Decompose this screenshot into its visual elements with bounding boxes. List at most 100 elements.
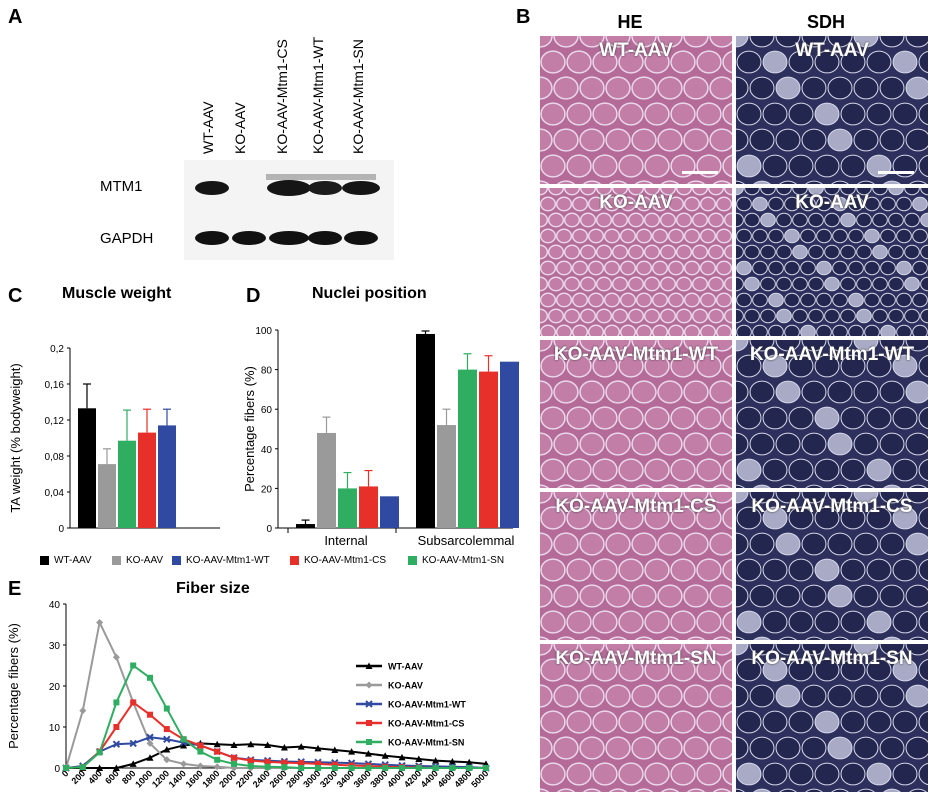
data-point [281, 759, 288, 766]
data-point [130, 699, 137, 706]
muscle-weight-chart: 0 0,04 0,08 0,12 0,16 0,2 TA weight (% bodywei… [8, 344, 220, 535]
x-tick-label: 4800 [452, 768, 473, 789]
data-point [298, 765, 305, 771]
data-point [63, 765, 69, 771]
bar [359, 486, 378, 528]
bar [78, 408, 96, 528]
x-tick-label: 4200 [402, 768, 423, 789]
bar [479, 371, 498, 528]
panel-label-a: A [8, 6, 23, 28]
data-point [365, 681, 373, 689]
data-point [247, 757, 254, 764]
legend-label: KO-AAV-Mtm1-WT [186, 555, 270, 566]
data-point [163, 735, 171, 744]
x-tick-label: 3200 [318, 768, 339, 789]
micrograph-label: KO-AAV-Mtm1-WT [553, 344, 719, 365]
blot-row-label: GAPDH [100, 230, 154, 247]
data-point [130, 662, 137, 669]
x-tick-label: Subsarcolemmal [418, 533, 515, 548]
data-point [112, 740, 121, 748]
he-micrograph: KO-AAV-Mtm1-CS [540, 492, 732, 640]
fiber-pattern [736, 188, 928, 336]
data-point [197, 742, 204, 749]
data-point [247, 740, 255, 748]
data-point [483, 765, 489, 771]
bar [138, 432, 156, 528]
panel-label-b: B [516, 6, 531, 28]
legend-item: KO-AAV-Mtm1-WT [172, 555, 270, 566]
fiber-pattern [540, 340, 732, 488]
legend-label: KO-AAV [126, 555, 164, 566]
x-tick-label: 1800 [200, 768, 221, 789]
legend-item: KO-AAV [112, 555, 163, 566]
data-point [465, 758, 473, 766]
fiber-size-legend: WT-AAV KO-AAV KO-AAV-Mtm1-WT KO-AAV-Mtm1-CS… [356, 662, 466, 748]
micrograph-label: KO-AAV-Mtm1-CS [555, 496, 717, 517]
legend-swatch [40, 556, 49, 565]
data-point [79, 707, 87, 715]
data-point [247, 762, 254, 769]
panel-label-d: D [246, 285, 261, 307]
x-tick-label: 4600 [436, 768, 457, 789]
x-tick-label: Internal [324, 533, 367, 548]
bar [118, 440, 136, 528]
legend-item: KO-AAV-Mtm1-SN [408, 555, 504, 566]
legend-swatch [112, 556, 121, 565]
data-point [197, 748, 204, 755]
x-tick-label: 2000 [217, 768, 238, 789]
data-point [180, 736, 187, 743]
series-KO-AAV-Mtm1-SN [63, 662, 489, 771]
data-point [264, 758, 271, 765]
y-tick-label: 0 [266, 524, 272, 535]
y-tick-label: 0,2 [50, 344, 64, 355]
series-KO-AAV [62, 618, 490, 772]
he-micrograph: KO-AAV-Mtm1-WT [540, 340, 732, 488]
data-point [448, 757, 456, 765]
micrograph-label: KO-AAV-Mtm1-WT [749, 344, 915, 365]
data-point [163, 705, 170, 712]
data-point [231, 760, 237, 767]
y-tick-label: 20 [49, 682, 61, 693]
sdh-micrograph: KO-AAV-Mtm1-CS [736, 492, 928, 640]
fiber-pattern [736, 36, 928, 184]
data-point [314, 744, 322, 752]
data-point [96, 749, 103, 756]
data-point [96, 618, 104, 626]
bar [437, 425, 456, 528]
x-tick-label: 4400 [419, 768, 440, 789]
blot-lane-label: KO-AAV-Mtm1-SN [350, 39, 366, 154]
micrograph-label: KO-AAV-Mtm1-CS [751, 496, 913, 517]
data-point [348, 765, 355, 771]
data-point [365, 700, 373, 708]
bar [338, 488, 357, 528]
y-tick-label: 0,04 [45, 488, 65, 499]
x-tick-label: 2600 [268, 768, 289, 789]
he-micrograph: WT-AAV [540, 36, 732, 184]
legend-label: KO-AAV-Mtm1-SN [388, 738, 464, 748]
x-tick-label: 2800 [284, 768, 305, 789]
data-point [129, 739, 137, 748]
legend-swatch [172, 556, 181, 565]
y-tick-label: 0,16 [45, 380, 65, 391]
data-point [298, 760, 305, 767]
data-point [399, 765, 405, 771]
y-tick-label: 60 [261, 405, 273, 416]
blot-lane-label: KO-AAV-Mtm1-CS [274, 39, 290, 154]
chart-title-muscle-weight: Muscle weight [62, 285, 172, 302]
micrograph-label: KO-AAV-Mtm1-SN [555, 648, 717, 669]
bar [296, 524, 315, 528]
data-point [129, 760, 137, 767]
micrograph-label: KO-AAV-Mtm1-SN [751, 648, 913, 669]
y-axis-label: Percentage fibers (%) [242, 366, 257, 492]
blot-row-label: MTM1 [100, 178, 143, 195]
data-point [213, 740, 221, 748]
data-point [382, 765, 389, 771]
histology-column-header: SDH [806, 12, 845, 32]
y-tick-label: 40 [261, 445, 273, 456]
blot-lane-label: KO-AAV [232, 102, 248, 154]
chart-title-fiber-size: Fiber size [176, 580, 250, 597]
data-point [112, 653, 120, 661]
data-point [366, 720, 372, 726]
panel-label-c: C [8, 285, 23, 307]
